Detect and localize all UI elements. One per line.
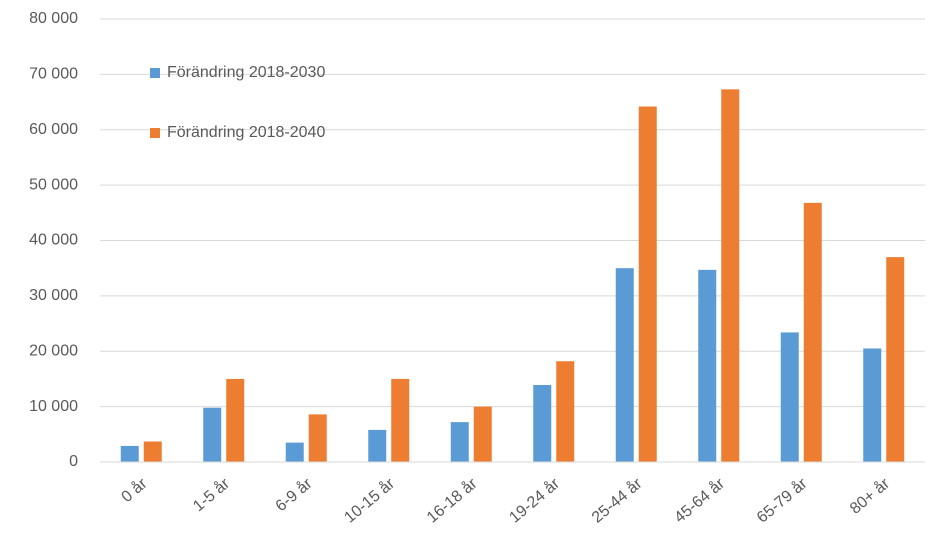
bar <box>721 89 740 463</box>
bar <box>780 332 799 462</box>
bar <box>450 422 469 462</box>
bar <box>638 106 657 463</box>
y-tick-label: 0 <box>69 453 78 470</box>
bar <box>120 445 139 462</box>
legend-swatch <box>150 68 160 78</box>
bar <box>556 361 575 462</box>
x-tick-label: 6-9 år <box>272 474 316 515</box>
bar <box>615 268 634 462</box>
bar <box>886 257 905 462</box>
bar <box>285 442 304 462</box>
bar <box>698 269 717 462</box>
bar <box>803 202 822 462</box>
y-tick-label: 20 000 <box>29 342 78 359</box>
bar <box>391 378 410 462</box>
x-tick-label: 10-15 år <box>341 474 399 527</box>
x-tick-label: 1-5 år <box>189 474 233 515</box>
bar <box>143 441 162 462</box>
bar <box>368 429 387 462</box>
y-tick-label: 30 000 <box>29 287 78 304</box>
bar <box>863 348 882 462</box>
bar <box>203 407 222 462</box>
x-tick-label: 80+ år <box>846 474 893 518</box>
x-tick-label: 45-64 år <box>671 474 729 527</box>
y-tick-label: 40 000 <box>29 232 78 249</box>
legend-label: Förändring 2018-2040 <box>167 124 325 141</box>
y-tick-label: 10 000 <box>29 398 78 415</box>
x-tick-label: 0 år <box>118 474 151 506</box>
x-tick-label: 16-18 år <box>423 474 481 527</box>
x-tick-label: 25-44 år <box>588 474 646 527</box>
bar <box>308 414 327 462</box>
x-tick-label: 19-24 år <box>506 474 564 527</box>
y-tick-label: 50 000 <box>29 176 78 193</box>
x-tick-label: 65-79 år <box>753 474 811 527</box>
y-tick-label: 80 000 <box>29 10 78 27</box>
bar <box>226 378 245 462</box>
bar <box>473 406 492 462</box>
y-tick-label: 60 000 <box>29 121 78 138</box>
legend-swatch <box>150 128 160 138</box>
legend-label: Förändring 2018-2030 <box>167 64 325 81</box>
bar <box>533 385 552 462</box>
y-tick-label: 70 000 <box>29 66 78 83</box>
